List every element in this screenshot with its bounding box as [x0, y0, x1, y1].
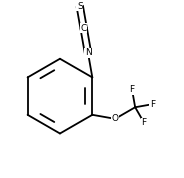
Text: F: F	[130, 85, 135, 94]
Text: S: S	[77, 2, 83, 11]
Text: F: F	[150, 100, 155, 109]
Text: O: O	[112, 114, 119, 123]
Text: C: C	[81, 24, 87, 33]
Text: F: F	[141, 118, 147, 127]
Text: N: N	[85, 48, 91, 57]
